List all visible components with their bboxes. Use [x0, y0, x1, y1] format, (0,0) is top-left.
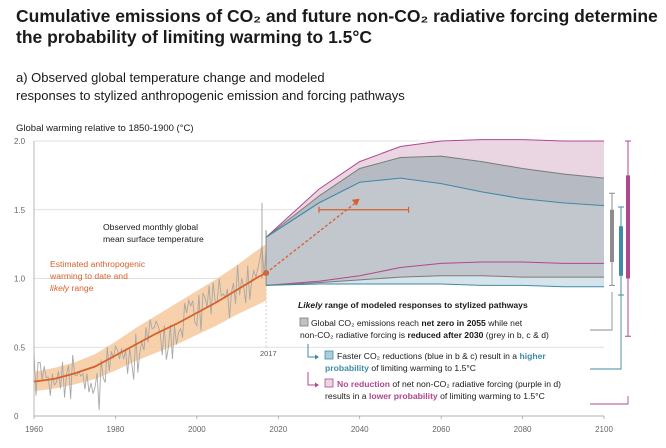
legend-grey-1c: while net [486, 318, 523, 328]
x-tick-label: 2000 [188, 425, 206, 434]
purple-upper-line [265, 139, 604, 238]
legend-blue-2a: probability [325, 363, 369, 373]
legend-blue-line1: Faster CO₂ reductions (blue in b & c) re… [337, 351, 546, 361]
x-tick-label: 1960 [25, 425, 43, 434]
grey-upper-line [265, 155, 605, 238]
legend-blue-connector [307, 344, 315, 358]
legend-purple-1b: of net non-CO₂ radiative forcing (purple… [390, 379, 561, 389]
legend-purple-line2: results in a lower probability of limiti… [325, 391, 545, 401]
anthro-label-1: Estimated anthropogenic [50, 259, 146, 269]
grey-lower-line [266, 275, 604, 286]
panel-label-2: responses to stylized anthropogenic emis… [16, 88, 405, 103]
legend-grey-1a: Global CO₂ emissions reach [311, 318, 421, 328]
x-tick-label: 2100 [595, 425, 613, 434]
x-tick-label: 2040 [351, 425, 369, 434]
projection-dashed-arrow [265, 202, 357, 274]
title-line-2: the probability of limiting warming to 1… [16, 27, 372, 47]
legend-grey-2c: (grey in b, c & d) [483, 330, 549, 340]
tick-labels: 0 0.5 1.0 1.5 2.0 1960 1980 2000 2020 2040 2060 208… [14, 137, 613, 434]
legend-swatch-blue [324, 350, 334, 360]
legend-purple-connector [307, 372, 315, 386]
legend-heading-b: range of modeled responses to stylized p… [322, 300, 528, 310]
purple-bar-likely [626, 175, 630, 279]
grey-bar-connector [590, 292, 613, 331]
blue-bar-likely [619, 226, 623, 276]
legend-grey-2b: reduced after 2030 [407, 330, 483, 340]
legend-purple-line1: No reduction of net non-CO₂ radiative fo… [337, 379, 561, 389]
series-lines [33, 139, 605, 411]
legend-purple-2c: of limiting warming to 1.5°C [438, 391, 545, 401]
legend-blue-arrowhead [315, 354, 319, 360]
y-tick-label: 2.0 [14, 137, 26, 146]
year-marker-label: 2017 [260, 349, 277, 358]
legend-purple-1a: No reduction [337, 379, 390, 389]
observed-label-1: Observed monthly global [103, 222, 198, 232]
legend-grey-line1: Global CO₂ emissions reach net zero in 2… [311, 318, 523, 328]
projection-arrowhead [351, 198, 360, 206]
legend-blue-1a: Faster CO₂ reductions (blue in b & c) re… [337, 351, 519, 361]
anthro-label-3a: likely [50, 283, 70, 293]
observed-label-2: mean surface temperature [103, 234, 204, 244]
legend-blue-line2: probability of limiting warming to 1.5°C [325, 363, 476, 373]
y-tick-label: 1.0 [14, 275, 26, 284]
purple-band-upper [266, 139, 604, 238]
anthro-label-3b: range [69, 283, 94, 293]
legend-grey-1b: net zero in 2055 [421, 318, 486, 328]
x-tick-label: 1980 [107, 425, 125, 434]
y-tick-label: 0.5 [14, 343, 26, 352]
y-tick-label: 0 [14, 412, 19, 421]
legend-grey-line2: non-CO₂ radiative forcing is reduced aft… [300, 330, 549, 340]
legend-purple-2b: lower probability [369, 391, 438, 401]
x-tick-label: 2060 [432, 425, 450, 434]
grey-band-upper [266, 156, 604, 238]
bands [34, 139, 604, 392]
blue-band-core [266, 178, 604, 286]
legend-blue-1b: higher [519, 351, 546, 361]
purple-bar-connector [590, 396, 629, 405]
legend-swatch-purple [324, 378, 334, 388]
x-tick-label: 2020 [269, 425, 287, 434]
blue-upper-line [265, 177, 605, 238]
panel-label: a) Observed global temperature change an… [16, 70, 325, 85]
bars-2100 [609, 140, 631, 337]
anthropogenic-central-line [33, 272, 267, 383]
title-line-1: Cumulative emissions of CO₂ and future n… [16, 6, 658, 26]
legend-purple-2a: results in a [325, 391, 369, 401]
anthro-label-3: likely range [50, 283, 94, 293]
purple-lower-line [266, 261, 604, 286]
x-tick-label: 2080 [514, 425, 532, 434]
observed-monthly-line [33, 245, 267, 411]
legend-blue-2b: of limiting warming to 1.5°C [369, 363, 476, 373]
legend-heading: Likely range of modeled responses to sty… [298, 300, 528, 310]
grey-bar-likely [610, 209, 614, 262]
legend-grey-2a: non-CO₂ radiative forcing is [300, 330, 407, 340]
legend-heading-a: Likely [298, 300, 324, 310]
legend-purple-arrowhead [315, 382, 319, 388]
anthro-label-2: warming to date and [49, 271, 128, 281]
y-axis-label: Global warming relative to 1850-1900 (°C… [16, 123, 194, 134]
legend-swatch-grey [299, 317, 309, 327]
blue-bar-connector [590, 295, 622, 370]
blue-lower-line [266, 283, 604, 288]
y-tick-label: 1.5 [14, 206, 26, 215]
